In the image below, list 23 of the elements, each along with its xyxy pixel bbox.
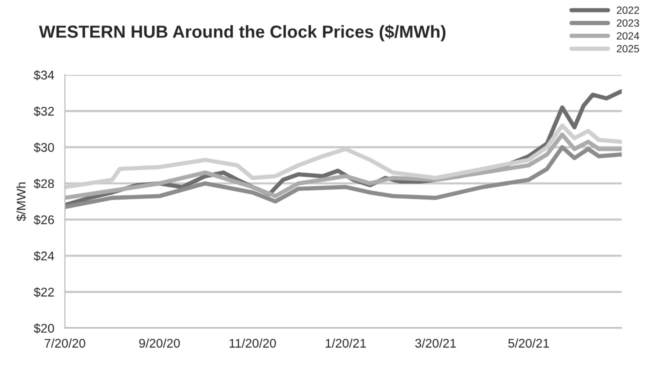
y-tick-label: $22 <box>34 287 54 298</box>
x-tick-label: 1/20/21 <box>326 338 366 348</box>
y-tick-label: $30 <box>34 142 54 153</box>
y-tick-label: $20 <box>34 323 54 334</box>
y-tick-label: $34 <box>34 70 54 80</box>
y-axis-title: $/MWh <box>16 182 26 222</box>
x-tick-label: 7/20/20 <box>44 338 86 348</box>
x-tick-label: 11/20/20 <box>230 338 276 348</box>
legend-label: 2024 <box>616 32 640 40</box>
y-tick-label: $24 <box>34 251 54 262</box>
x-tick-label: 3/20/21 <box>415 338 456 348</box>
y-tick-label: $28 <box>34 178 54 189</box>
chart-title: WESTERN HUB Around the Clock Prices ($/MWh) <box>38 24 446 42</box>
line-series <box>64 145 622 209</box>
x-tick-label: 5/20/21 <box>508 338 549 348</box>
legend-label: 2025 <box>616 45 640 52</box>
legend-label: 2023 <box>616 19 640 27</box>
x-tick-label: 9/20/20 <box>139 338 180 348</box>
y-tick-label: $32 <box>34 106 54 116</box>
y-tick-label: $26 <box>34 214 54 225</box>
line-series <box>64 123 622 190</box>
legend-label: 2022 <box>616 6 639 14</box>
line-series <box>64 132 622 200</box>
